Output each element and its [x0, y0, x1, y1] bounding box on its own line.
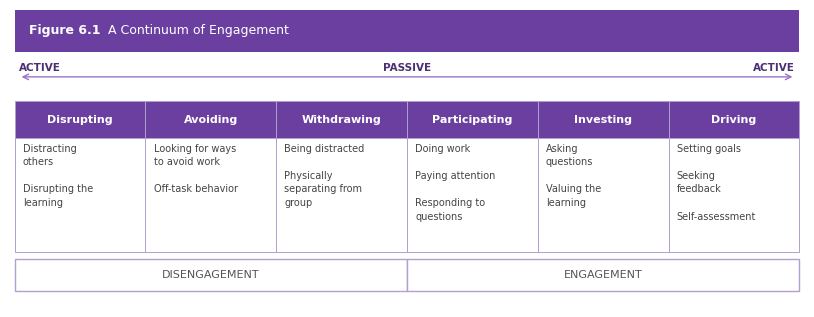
Text: Figure 6.1: Figure 6.1 [29, 24, 101, 37]
Text: Looking for ways
to avoid work

Off-task behavior: Looking for ways to avoid work Off-task … [154, 144, 238, 194]
FancyBboxPatch shape [668, 101, 799, 138]
Text: Investing: Investing [574, 115, 632, 125]
FancyBboxPatch shape [276, 101, 407, 138]
FancyBboxPatch shape [15, 10, 799, 52]
FancyBboxPatch shape [15, 101, 146, 138]
Text: PASSIVE: PASSIVE [383, 63, 431, 73]
FancyBboxPatch shape [538, 138, 668, 252]
FancyBboxPatch shape [146, 138, 276, 252]
Text: Avoiding: Avoiding [184, 115, 238, 125]
Text: Setting goals

Seeking
feedback

Self-assessment: Setting goals Seeking feedback Self-asse… [676, 144, 756, 222]
Text: Being distracted

Physically
separating from
group: Being distracted Physically separating f… [284, 144, 365, 208]
Text: ACTIVE: ACTIVE [19, 63, 60, 73]
FancyBboxPatch shape [407, 259, 799, 291]
FancyBboxPatch shape [538, 101, 668, 138]
FancyBboxPatch shape [407, 101, 538, 138]
Text: Driving: Driving [711, 115, 756, 125]
Text: Asking
questions

Valuing the
learning: Asking questions Valuing the learning [546, 144, 602, 208]
Text: Disrupting: Disrupting [47, 115, 113, 125]
Text: ENGAGEMENT: ENGAGEMENT [564, 270, 642, 280]
Text: A Continuum of Engagement: A Continuum of Engagement [96, 24, 289, 37]
FancyBboxPatch shape [668, 138, 799, 252]
Text: Doing work

Paying attention

Responding to
questions: Doing work Paying attention Responding t… [415, 144, 496, 222]
Text: Withdrawing: Withdrawing [302, 115, 382, 125]
Text: Distracting
others

Disrupting the
learning: Distracting others Disrupting the learni… [23, 144, 93, 208]
FancyBboxPatch shape [276, 138, 407, 252]
FancyBboxPatch shape [15, 138, 146, 252]
Text: ACTIVE: ACTIVE [754, 63, 795, 73]
Text: DISENGAGEMENT: DISENGAGEMENT [162, 270, 260, 280]
FancyBboxPatch shape [146, 101, 276, 138]
FancyBboxPatch shape [15, 259, 407, 291]
Text: Participating: Participating [432, 115, 513, 125]
FancyBboxPatch shape [407, 138, 538, 252]
